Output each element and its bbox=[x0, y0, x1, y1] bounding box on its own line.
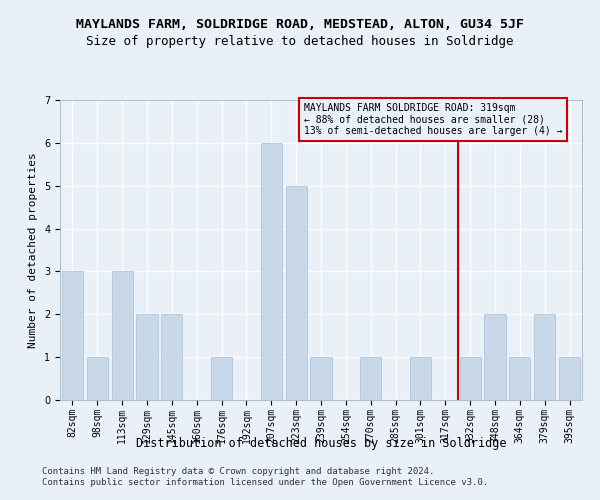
Bar bbox=[509, 357, 530, 400]
Bar bbox=[261, 143, 282, 400]
Text: MAYLANDS FARM, SOLDRIDGE ROAD, MEDSTEAD, ALTON, GU34 5JF: MAYLANDS FARM, SOLDRIDGE ROAD, MEDSTEAD,… bbox=[76, 18, 524, 30]
Bar bbox=[211, 357, 232, 400]
Bar bbox=[62, 272, 83, 400]
Bar bbox=[360, 357, 381, 400]
Bar bbox=[559, 357, 580, 400]
Bar bbox=[286, 186, 307, 400]
Text: MAYLANDS FARM SOLDRIDGE ROAD: 319sqm
← 88% of detached houses are smaller (28)
1: MAYLANDS FARM SOLDRIDGE ROAD: 319sqm ← 8… bbox=[304, 103, 562, 136]
Bar bbox=[136, 314, 158, 400]
Y-axis label: Number of detached properties: Number of detached properties bbox=[28, 152, 38, 348]
Bar bbox=[87, 357, 108, 400]
Text: Distribution of detached houses by size in Soldridge: Distribution of detached houses by size … bbox=[136, 438, 506, 450]
Bar bbox=[112, 272, 133, 400]
Bar bbox=[410, 357, 431, 400]
Bar bbox=[161, 314, 182, 400]
Text: Size of property relative to detached houses in Soldridge: Size of property relative to detached ho… bbox=[86, 35, 514, 48]
Bar bbox=[534, 314, 555, 400]
Bar bbox=[484, 314, 506, 400]
Bar bbox=[310, 357, 332, 400]
Text: Contains HM Land Registry data © Crown copyright and database right 2024.
Contai: Contains HM Land Registry data © Crown c… bbox=[42, 468, 488, 487]
Bar bbox=[460, 357, 481, 400]
